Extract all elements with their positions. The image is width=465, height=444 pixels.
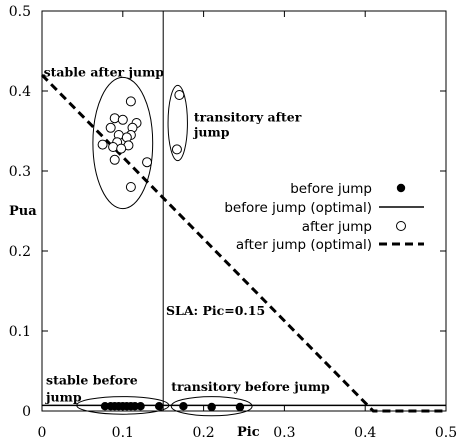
before-jump-point — [179, 402, 188, 411]
plot-frame — [41, 10, 447, 412]
data-points — [97, 90, 245, 412]
y-tick-label: 0.2 — [9, 244, 31, 260]
legend-marker — [396, 183, 406, 193]
after-jump-point — [125, 96, 136, 107]
before-jump-point — [136, 402, 145, 411]
legend: before jump before jump (optimal) after ju… — [224, 181, 424, 253]
after-jump-point — [117, 114, 128, 125]
y-axis-ticks: 0 0.1 0.2 0.3 0.4 0.5 — [9, 4, 446, 420]
y-tick-label: 0.4 — [9, 84, 31, 100]
x-tick-label: 0.1 — [112, 425, 134, 441]
legend-label: before jump — [290, 181, 372, 197]
cluster-ellipse — [170, 396, 253, 417]
x-axis-ticks: 0 0.1 0.2 0.3 0.4 0.5 — [38, 11, 457, 441]
legend-label: after jump — [302, 219, 372, 235]
after-jump-point — [109, 154, 120, 165]
x-tick-label: 0.2 — [192, 425, 214, 441]
cluster-ellipse — [92, 76, 154, 210]
sla-label: SLA: Pic=0.15 — [166, 303, 265, 318]
annotation-text: transitory before jump — [171, 379, 330, 394]
x-tick-label: 0 — [38, 425, 47, 441]
annotation-text: transitory after — [194, 109, 302, 124]
y-tick-label: 0.5 — [9, 4, 31, 20]
after-jump-point — [105, 122, 116, 133]
after-jump-point — [174, 90, 185, 100]
legend-label: before jump (optimal) — [224, 200, 372, 216]
after-jump-point — [116, 143, 127, 154]
x-axis-label: Pic — [237, 425, 260, 440]
x-tick-label: 0.5 — [435, 425, 457, 441]
legend-marker — [396, 221, 406, 231]
before-jump-point — [154, 402, 164, 411]
before-jump-point — [235, 402, 245, 412]
cluster-ellipse — [167, 84, 188, 162]
annotation-text: stable after jump — [44, 65, 165, 80]
y-axis-label: Pua — [9, 204, 37, 219]
annotation-text: jump — [193, 125, 230, 140]
y-tick-label: 0.1 — [9, 324, 31, 340]
after-jump-point — [109, 113, 120, 124]
x-tick-label: 0.4 — [354, 425, 376, 441]
annotation-text: stable before — [46, 373, 138, 388]
after-jump-point — [142, 157, 153, 168]
after-jump-point — [121, 132, 132, 143]
after-jump-point — [125, 182, 136, 192]
after-jump-point — [108, 142, 119, 152]
before-jump-point — [207, 402, 216, 412]
y-tick-label: 0.3 — [9, 164, 31, 180]
y-tick-label: 0 — [22, 404, 31, 420]
after-jump-point — [97, 139, 108, 150]
after-jump-point — [171, 144, 182, 155]
x-tick-label: 0.3 — [273, 425, 295, 441]
legend-label: after jump (optimal) — [236, 237, 372, 253]
annotation-text: jump — [45, 389, 82, 404]
